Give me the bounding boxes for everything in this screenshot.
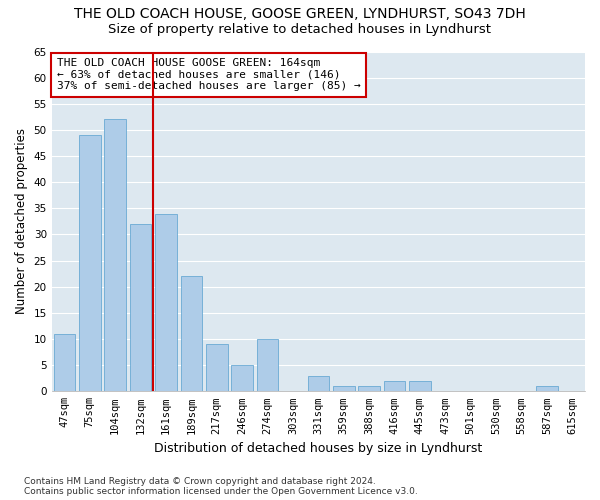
X-axis label: Distribution of detached houses by size in Lyndhurst: Distribution of detached houses by size …: [154, 442, 482, 455]
Y-axis label: Number of detached properties: Number of detached properties: [15, 128, 28, 314]
Bar: [206, 344, 227, 392]
Bar: [79, 135, 101, 392]
Bar: [155, 214, 177, 392]
Bar: [409, 381, 431, 392]
Text: Size of property relative to detached houses in Lyndhurst: Size of property relative to detached ho…: [109, 22, 491, 36]
Text: THE OLD COACH HOUSE, GOOSE GREEN, LYNDHURST, SO43 7DH: THE OLD COACH HOUSE, GOOSE GREEN, LYNDHU…: [74, 8, 526, 22]
Bar: [384, 381, 406, 392]
Bar: [232, 365, 253, 392]
Bar: [130, 224, 151, 392]
Bar: [536, 386, 557, 392]
Bar: [308, 376, 329, 392]
Bar: [358, 386, 380, 392]
Text: Contains HM Land Registry data © Crown copyright and database right 2024.
Contai: Contains HM Land Registry data © Crown c…: [24, 476, 418, 496]
Bar: [333, 386, 355, 392]
Bar: [53, 334, 75, 392]
Bar: [181, 276, 202, 392]
Text: THE OLD COACH HOUSE GOOSE GREEN: 164sqm
← 63% of detached houses are smaller (14: THE OLD COACH HOUSE GOOSE GREEN: 164sqm …: [57, 58, 361, 92]
Bar: [257, 339, 278, 392]
Bar: [104, 120, 126, 392]
